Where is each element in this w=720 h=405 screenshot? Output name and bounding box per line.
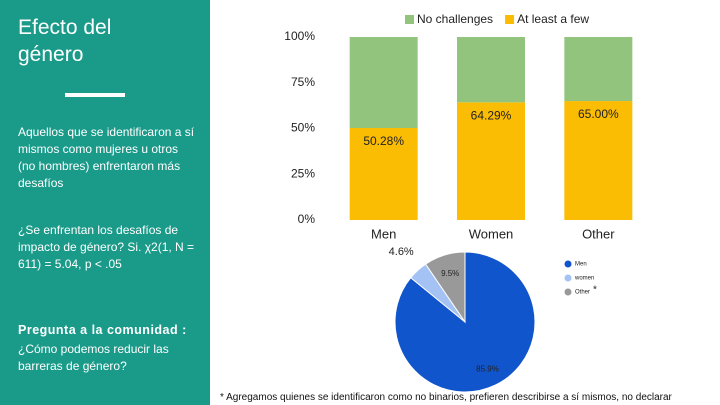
- value-label: 4.6%: [389, 246, 414, 258]
- slide-title: Efecto del género: [18, 16, 112, 66]
- legend-label: At least a few: [517, 12, 589, 26]
- legend-swatch: [564, 274, 572, 282]
- x-tick-label: Men: [371, 226, 396, 241]
- x-tick-label: Women: [469, 226, 514, 241]
- test-text: ¿Se enfrentan los desafíos de impacto de…: [18, 223, 195, 271]
- bar-segment: [457, 37, 525, 103]
- legend-swatch: [564, 288, 572, 296]
- side-panel: Efecto del género Aquellos que se identi…: [0, 0, 210, 405]
- legend-label: No challenges: [417, 12, 493, 26]
- pie-slice: [424, 251, 466, 324]
- value-label: 64.29%: [471, 109, 512, 123]
- legend-swatch: [505, 15, 515, 24]
- footnote: * Agregamos quienes se identificaron com…: [220, 392, 672, 403]
- y-tick-label: 75%: [291, 75, 315, 89]
- community-title: Pregunta a la comunidad :: [18, 323, 187, 337]
- value-label: 50.28%: [363, 134, 404, 148]
- finding-text: Aquellos que se identificaron a sí mismo…: [18, 125, 195, 190]
- y-tick-label: 25%: [291, 166, 315, 180]
- legend-label: Men: [575, 262, 587, 268]
- y-tick-label: 100%: [284, 29, 315, 43]
- community-text: ¿Cómo podemos reducir las barreras de gé…: [18, 342, 169, 373]
- divider: [65, 93, 125, 97]
- y-tick-label: 50%: [291, 121, 315, 135]
- value-label: 65.00%: [578, 107, 619, 121]
- value-label: 85.9%: [476, 365, 499, 374]
- x-tick-label: Other: [582, 226, 615, 241]
- bar-segment: [564, 37, 633, 102]
- y-tick-label: 0%: [298, 212, 316, 226]
- value-label: 9.5%: [441, 269, 459, 278]
- bar-segment: [349, 37, 418, 128]
- legend-swatch: [564, 260, 572, 268]
- legend-label: Other: [575, 290, 590, 296]
- bar-segment: [564, 101, 633, 220]
- legend-label: women: [574, 276, 594, 282]
- bar-segment: [457, 102, 525, 220]
- legend-swatch: [405, 15, 414, 24]
- legend-note: *: [593, 285, 597, 296]
- bar-segment: [349, 127, 418, 220]
